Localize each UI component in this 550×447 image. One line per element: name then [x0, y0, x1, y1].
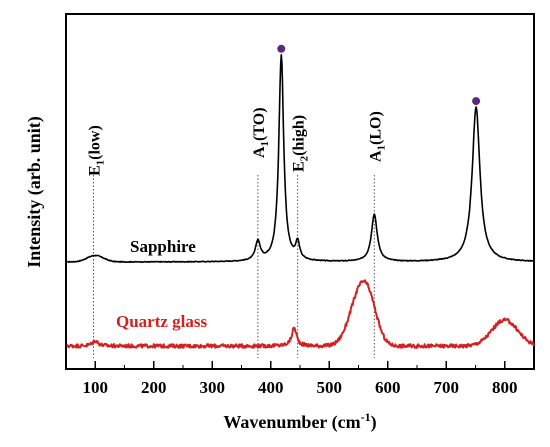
- peak-marker-dot: [277, 44, 286, 53]
- x-tick-label: 700: [434, 378, 460, 397]
- series-line-quartz-glass: [66, 279, 535, 349]
- series-labels: Sapphire Quartz glass: [116, 237, 208, 331]
- x-tick-label: 500: [317, 378, 343, 397]
- series-label-sapphire: Sapphire: [130, 237, 196, 256]
- mode-label: E2(high): [291, 115, 311, 172]
- x-tick-label: 100: [83, 378, 109, 397]
- peak-marker-dot: [472, 97, 481, 106]
- x-axis-title: Wavenumber (cm-1): [223, 410, 376, 433]
- series-label-quartz-glass: Quartz glass: [116, 312, 208, 331]
- mode-guide-lines: [92, 175, 375, 358]
- x-tick-label: 400: [258, 378, 284, 397]
- mode-label: A1(TO): [251, 107, 271, 158]
- peak-markers: [277, 44, 481, 106]
- x-tick-label: 800: [492, 378, 518, 397]
- x-axis-ticks: 100 200 300 400 500 600 700 800: [65, 361, 535, 397]
- x-tick-label: 200: [141, 378, 167, 397]
- series-line-sapphire: [67, 54, 535, 263]
- series-lines: [66, 54, 535, 349]
- y-axis-title: Intensity (arb. unit): [24, 116, 45, 268]
- x-tick-label: 600: [375, 378, 401, 397]
- mode-label: A1(LO): [367, 111, 387, 162]
- mode-label: E1(low): [86, 125, 106, 176]
- mode-annotations: E1(low) A1(TO) E2(high) A1(LO): [86, 107, 387, 176]
- x-tick-label: 300: [200, 378, 226, 397]
